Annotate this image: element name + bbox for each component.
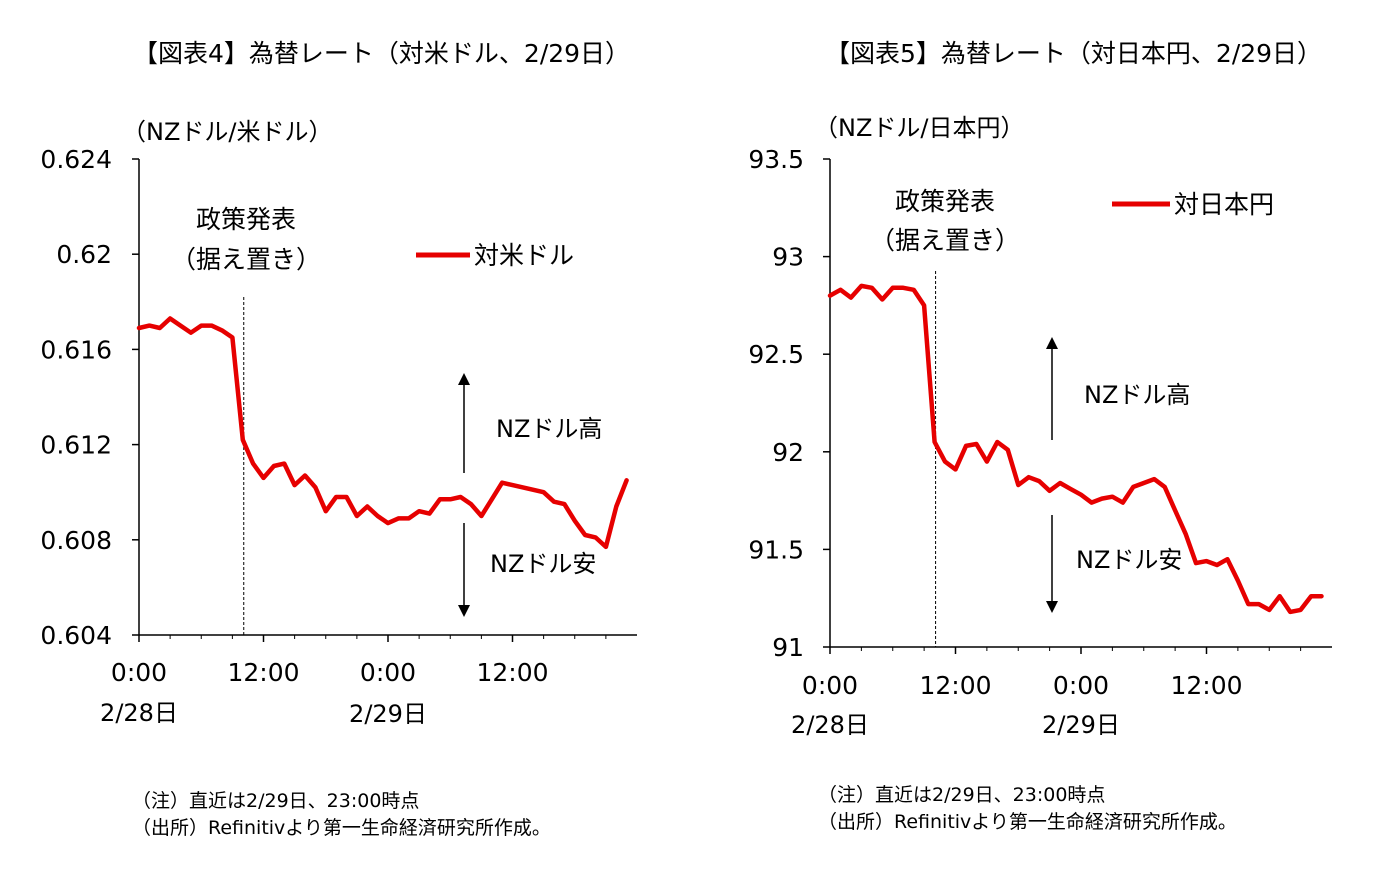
series-line [136,316,629,550]
x-tick-date-label: 2/29日 [1042,711,1120,739]
footnote-note: （注）直近は2/29日、23:00時点 [818,784,1106,806]
y-axis-label: （NZドル/日本円） [814,114,1024,142]
footnote: （注）直近は2/29日、23:00時点 （出所）Refinitivより第一生命経… [132,788,551,842]
up-arrow-icon [458,373,470,385]
y-axis-label: （NZドル/米ドル） [122,118,332,146]
x-tick-label: 0:00 [360,658,416,687]
footnote-source: （出所）Refinitivより第一生命経済研究所作成。 [132,817,551,839]
event-label-sub: （据え置き） [870,226,1020,255]
event-label-sub: （据え置き） [171,245,321,274]
x-tick-date-label: 2/29日 [349,700,427,728]
usd-chart-panel: 【図表4】為替レート（対米ドル、2/29日） （NZドル/米ドル） 0.604 0.… [40,39,637,842]
y-tick-label: 0.612 [40,431,112,460]
x-tick-date-label: 2/28日 [100,699,178,727]
footnote-note: （注）直近は2/29日、23:00時点 [132,790,420,812]
y-tick-label: 0.604 [40,621,112,650]
legend-label: 対米ドル [474,241,574,270]
x-tick-label: 12:00 [227,658,299,687]
series-line [827,283,1324,615]
nzd-up-label: NZドル高 [496,415,602,443]
nzd-up-label: NZドル高 [1084,381,1190,409]
jpy-line-chart: （NZドル/日本円） 91 91.5 92 92.5 93 93.5 0:00 2/28日 12:… [748,114,1332,739]
x-tick-label: 12:00 [919,671,991,700]
y-tick-label: 93.5 [748,145,804,174]
chart-title: 【図表5】為替レート（対日本円、2/29日） [825,39,1323,68]
x-tick-label: 12:00 [476,658,548,687]
nzd-down-label: NZドル安 [1076,546,1182,574]
y-tick-label: 0.616 [40,335,112,364]
x-tick-date-label: 2/28日 [791,711,869,739]
up-arrow-icon [1046,337,1058,349]
jpy-chart-panel: 【図表5】為替レート（対日本円、2/29日） （NZドル/日本円） 91 91.5 9… [692,0,1384,878]
chart-title: 【図表4】為替レート（対米ドル、2/29日） [133,39,631,68]
y-tick-label: 93 [772,243,804,272]
y-tick-label: 0.624 [40,145,112,174]
down-arrow-icon [458,605,470,617]
y-tick-label: 0.608 [40,526,112,555]
x-tick-label: 0:00 [802,671,858,700]
x-tick-label: 12:00 [1170,671,1242,700]
down-arrow-icon [1046,601,1058,613]
y-tick-label: 92.5 [748,340,804,369]
nzd-down-label: NZドル安 [490,550,596,578]
legend-label: 対日本円 [1174,190,1274,219]
y-tick-label: 92 [772,438,804,467]
x-tick-label: 0:00 [111,658,167,687]
footnote-source: （出所）Refinitivより第一生命経済研究所作成。 [818,811,1237,833]
usd-line-chart: （NZドル/米ドル） 0.604 0.608 0.612 0.616 0.62 0.624 0… [40,118,637,728]
event-label: 政策発表 [895,187,995,216]
footnote: （注）直近は2/29日、23:00時点 （出所）Refinitivより第一生命経… [818,782,1237,836]
x-tick-label: 0:00 [1053,671,1109,700]
y-tick-label: 91 [772,633,804,662]
event-label: 政策発表 [196,205,296,234]
y-tick-label: 0.62 [56,240,112,269]
y-tick-label: 91.5 [748,535,804,564]
